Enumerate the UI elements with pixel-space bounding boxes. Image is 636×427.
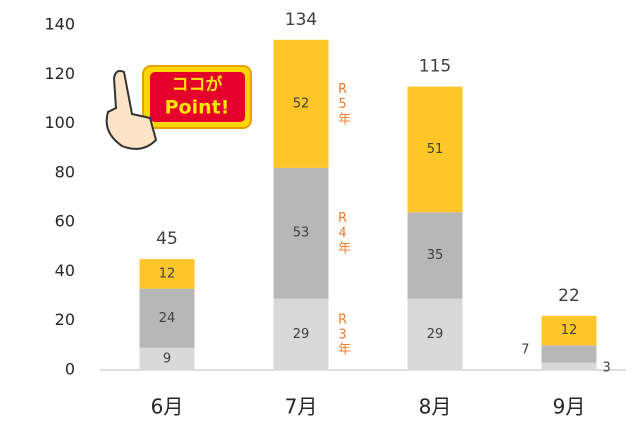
bar-segment [542, 363, 597, 370]
point-badge: ココが Point! [107, 66, 251, 149]
data-label: 29 [293, 327, 310, 342]
series-label: R5年 [335, 82, 351, 125]
data-label: 7 [521, 342, 529, 357]
chart: 0 20 40 60 80 100 120 140 6月 9 24 12 45 7月 29 R3年 53 R4年 5… [0, 0, 636, 423]
x-tick-label: 7月 [285, 395, 318, 419]
data-label: 9 [163, 351, 171, 366]
data-label: 12 [561, 323, 578, 338]
bar-segment [542, 345, 597, 362]
y-tick-label: 40 [55, 261, 75, 280]
badge-text: Point! [165, 97, 230, 119]
data-label: 51 [427, 142, 444, 157]
data-label: 52 [293, 96, 310, 111]
series-label: R3年 [335, 312, 351, 355]
y-tick-label: 60 [55, 212, 75, 231]
data-label: 35 [427, 248, 444, 263]
badge-text: ココが [172, 74, 223, 95]
total-label: 22 [558, 286, 580, 306]
y-tick-label: 20 [55, 310, 75, 329]
data-label: 24 [159, 311, 176, 326]
x-tick-label: 6月 [151, 395, 184, 419]
y-tick-label: 0 [65, 360, 75, 379]
y-tick-label: 100 [44, 113, 75, 132]
total-label: 115 [419, 57, 451, 77]
y-tick-label: 140 [44, 15, 75, 34]
y-tick-label: 80 [55, 162, 75, 181]
x-tick-label: 9月 [553, 395, 586, 419]
data-label: 53 [293, 226, 310, 241]
data-label: 3 [603, 361, 611, 376]
total-label: 45 [156, 229, 178, 249]
data-label: 12 [159, 266, 176, 281]
total-label: 134 [285, 10, 317, 30]
x-tick-label: 8月 [419, 395, 452, 419]
series-label: R4年 [335, 211, 351, 254]
y-tick-label: 120 [44, 64, 75, 83]
plot: 0 20 40 60 80 100 120 140 6月 9 24 12 45 7月 29 R3年 53 R4年 5… [44, 10, 626, 419]
data-label: 29 [427, 327, 444, 342]
